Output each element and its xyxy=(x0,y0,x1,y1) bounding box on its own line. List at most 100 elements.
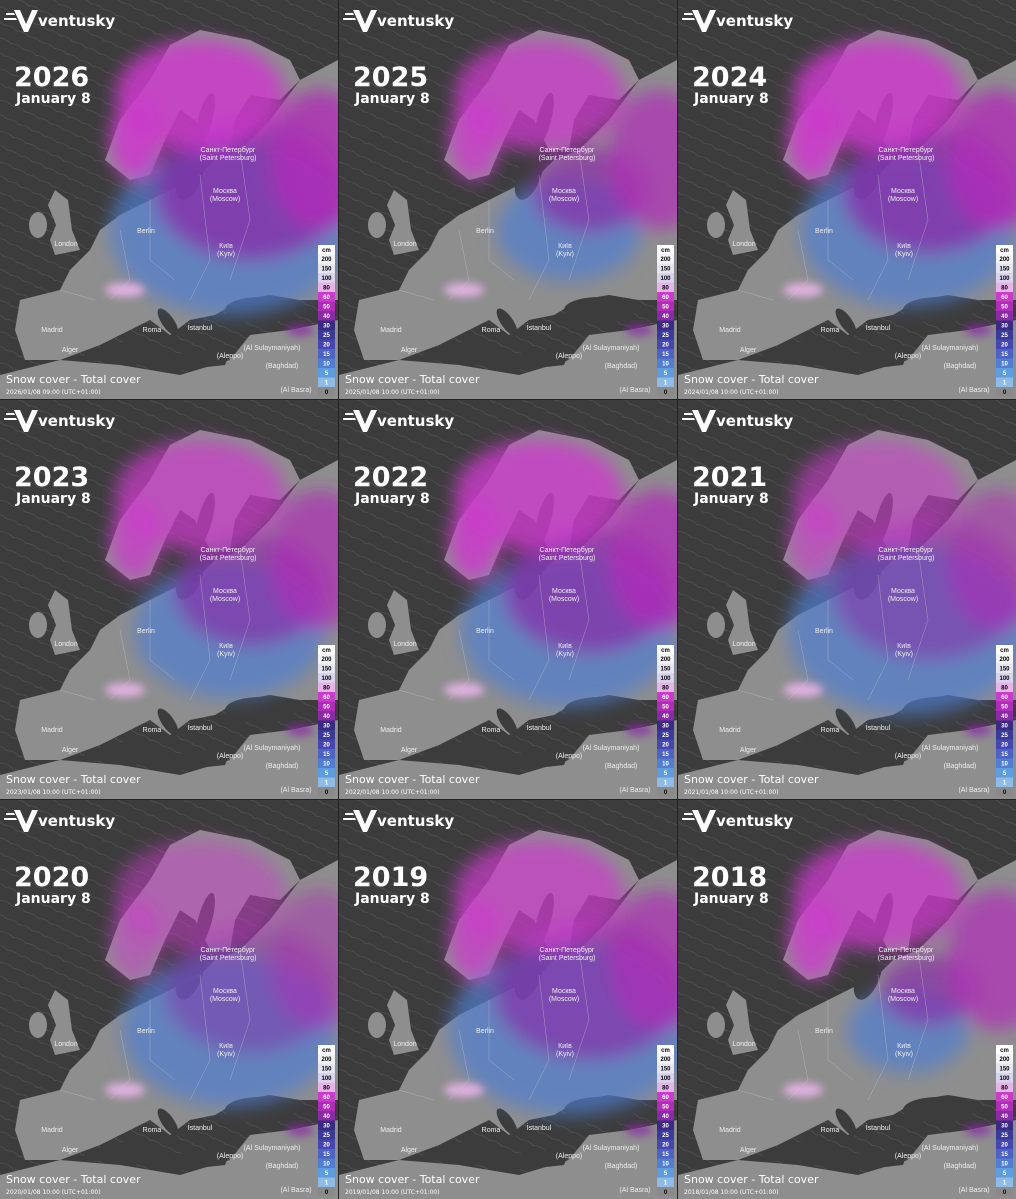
legend-label: 60 xyxy=(1001,695,1008,701)
city-label: London xyxy=(393,241,416,248)
legend-swatch xyxy=(996,1054,1013,1064)
adriatic xyxy=(157,708,179,736)
city-label: (Kyiv) xyxy=(556,1051,574,1058)
legend-swatch xyxy=(657,368,674,378)
legend-swatch xyxy=(657,1139,674,1149)
logo: ventusky xyxy=(343,10,454,32)
legend-swatch xyxy=(657,739,674,749)
snow-magenta-east xyxy=(609,890,677,1030)
map-body: Санкт-Петербург(Saint Petersburg)Москва(… xyxy=(678,0,1016,399)
snow-norway xyxy=(110,900,160,980)
city-label: Москва xyxy=(891,588,915,595)
legend-label: 20 xyxy=(662,1143,669,1149)
map-panel: Санкт-Петербург(Saint Petersburg)Москва(… xyxy=(339,400,677,799)
snow-cover xyxy=(110,40,338,315)
adriatic xyxy=(496,308,518,336)
legend-label: 25 xyxy=(323,733,330,739)
legend-swatch xyxy=(318,1149,335,1159)
borders xyxy=(398,949,590,1101)
city-label: Київ xyxy=(219,1043,233,1050)
city-label: Berlin xyxy=(815,228,833,235)
city-label: Madrid xyxy=(41,727,63,734)
legend-label: 10 xyxy=(662,362,669,368)
legend-swatch xyxy=(657,273,674,283)
city-label: (Moscow) xyxy=(888,996,918,1003)
map-panel: Санкт-Петербург(Saint Petersburg)Москва(… xyxy=(678,0,1016,399)
city-label: Москва xyxy=(213,188,237,195)
city-label: (Al Sulaymaniyah) xyxy=(583,345,640,352)
year: 2026 xyxy=(14,62,89,93)
legend-label: 150 xyxy=(321,667,332,673)
layer-name: Snow cover - Total cover xyxy=(6,373,141,386)
legend-unit: cm xyxy=(322,248,331,254)
caucasus xyxy=(286,324,314,336)
legend-label: 15 xyxy=(1001,352,1008,358)
legend-label: 60 xyxy=(1001,1095,1008,1101)
legend-label: 0 xyxy=(325,390,329,396)
snow-magenta-east xyxy=(948,890,1016,1030)
caucasus xyxy=(625,724,653,736)
legend-label: 30 xyxy=(662,1124,669,1130)
city-label: İstanbul xyxy=(527,323,552,332)
legend-swatch xyxy=(657,263,674,273)
legend-swatch xyxy=(318,711,335,721)
city-label: Roma xyxy=(482,1127,501,1134)
legend-swatch xyxy=(657,1111,674,1121)
city-label: (Saint Petersburg) xyxy=(878,155,935,162)
legend-label: 200 xyxy=(321,1057,332,1063)
africa-asia xyxy=(0,320,338,399)
legend-swatch xyxy=(657,787,674,797)
legend-swatch xyxy=(318,758,335,768)
legend-swatch xyxy=(318,1168,335,1178)
legend-swatch xyxy=(996,1168,1013,1178)
legend-swatch xyxy=(318,1130,335,1140)
snow-magenta-east xyxy=(948,90,1016,230)
legend-label: 5 xyxy=(1003,771,1007,777)
city-label: Санкт-Петербург xyxy=(201,546,256,554)
legend-swatch xyxy=(318,254,335,264)
africa-asia xyxy=(678,1120,1016,1199)
legend-swatch xyxy=(657,358,674,368)
city-label: (Baghdad) xyxy=(266,363,299,370)
snow-magenta xyxy=(115,440,285,550)
logo: ventusky xyxy=(4,810,115,832)
legend-label: 15 xyxy=(1001,752,1008,758)
legend-swatch xyxy=(318,673,335,683)
legend-swatch xyxy=(657,777,674,787)
map-body: Санкт-Петербург(Saint Petersburg)Москва(… xyxy=(678,400,1016,799)
legend-swatch xyxy=(996,1073,1013,1083)
legend-swatch xyxy=(657,654,674,664)
city-label: (Moscow) xyxy=(888,596,918,603)
mediterranean xyxy=(758,340,908,370)
legend-label: 50 xyxy=(1001,305,1008,311)
legend-label: 80 xyxy=(1001,1086,1008,1092)
city-label: Madrid xyxy=(41,1127,63,1134)
city-label: Київ xyxy=(897,1043,911,1050)
city-label: (Saint Petersburg) xyxy=(539,555,596,562)
year: 2020 xyxy=(14,862,89,893)
legend-label: 30 xyxy=(1001,324,1008,330)
city-label: (Baghdad) xyxy=(605,763,638,770)
legend-label: 50 xyxy=(323,1105,330,1111)
city-label: (Al Sulaymaniyah) xyxy=(244,1145,301,1152)
city-label: (Al Basra) xyxy=(280,387,311,394)
legend-swatch xyxy=(657,758,674,768)
city-label: London xyxy=(732,241,755,248)
great-britain xyxy=(726,590,758,655)
date: January 8 xyxy=(15,91,91,107)
legend-label: 1 xyxy=(1003,381,1007,387)
city-label: Alger xyxy=(62,347,79,354)
borders xyxy=(59,549,251,701)
legend-swatch xyxy=(996,1158,1013,1168)
legend-unit-bg xyxy=(996,645,1013,654)
snow-magenta xyxy=(454,40,624,150)
legend-swatch xyxy=(318,749,335,759)
city-label: London xyxy=(732,1041,755,1048)
city-label: London xyxy=(393,1041,416,1048)
legend-label: 0 xyxy=(664,1190,668,1196)
date: January 8 xyxy=(15,491,91,507)
legend-label: 60 xyxy=(662,295,669,301)
city-label: İstanbul xyxy=(866,1123,891,1132)
city-label: (Al Basra) xyxy=(619,787,650,794)
city-label: (Saint Petersburg) xyxy=(878,955,935,962)
